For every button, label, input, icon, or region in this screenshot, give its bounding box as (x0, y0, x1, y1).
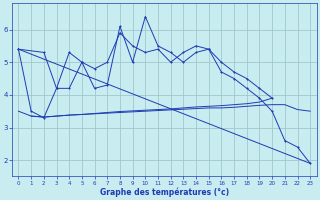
X-axis label: Graphe des températures (°c): Graphe des températures (°c) (100, 187, 229, 197)
